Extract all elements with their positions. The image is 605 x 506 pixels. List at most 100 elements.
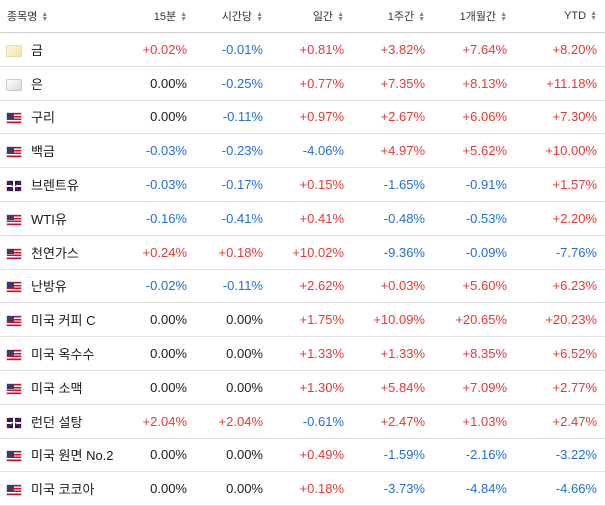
change-weekly-cell: -1.65%: [352, 167, 433, 202]
table-row[interactable]: WTI유 -0.16% -0.41% +0.41% -0.48% -0.53% +2.20%: [0, 201, 605, 236]
commodity-name[interactable]: 백금: [31, 144, 55, 160]
table-row[interactable]: 미국 옥수수 0.00% 0.00% +1.33% +1.33% +8.35% +6.52%: [0, 336, 605, 371]
column-header-label: 일간: [312, 11, 334, 23]
table-row[interactable]: 은 0.00% -0.25% +0.77% +7.35% +8.13% +11.18%: [0, 66, 605, 101]
change-monthly-cell: +8.13%: [433, 66, 515, 101]
commodity-name[interactable]: 브렌트유: [31, 178, 79, 194]
change-weekly-cell: +7.35%: [352, 66, 433, 101]
commodity-name-cell[interactable]: 미국 소맥: [0, 370, 127, 405]
commodity-name-cell[interactable]: 미국 코코아: [0, 471, 127, 506]
table-row[interactable]: 천연가스 +0.24% +0.18% +10.02% -9.36% -0.09% -7.76…: [0, 235, 605, 270]
change-ytd-cell: +11.18%: [515, 66, 605, 101]
change-ytd-cell: +10.00%: [515, 133, 605, 169]
change-daily-cell: -4.06%: [271, 133, 352, 169]
table-row[interactable]: 금 +0.02% -0.01% +0.81% +3.82% +7.64% +8.20%: [0, 32, 605, 67]
change-monthly-cell: +7.64%: [433, 32, 515, 67]
commodity-name-cell[interactable]: 런던 설탕: [0, 404, 127, 439]
commodity-name[interactable]: 천연가스: [31, 245, 79, 261]
change-15min-cell: 0.00%: [127, 438, 195, 473]
column-header-hourly[interactable]: 시간당 ▲ ▼: [195, 0, 271, 33]
sort-icon: ▲ ▼: [590, 10, 597, 23]
commodity-name-cell[interactable]: 미국 옥수수: [0, 336, 127, 371]
commodity-name[interactable]: 미국 커피 C: [31, 313, 96, 329]
change-weekly-cell: -3.73%: [352, 471, 433, 506]
commodity-name-cell[interactable]: 금: [0, 32, 127, 67]
column-header-label: 1개월간: [459, 11, 497, 23]
change-daily-cell: -0.61%: [271, 404, 352, 439]
change-weekly-cell: +2.47%: [352, 404, 433, 439]
sort-icon: ▲ ▼: [500, 11, 507, 24]
commodity-name[interactable]: 미국 소맥: [31, 380, 83, 396]
sort-icon: ▲ ▼: [41, 11, 49, 24]
column-header-label: YTD: [564, 10, 587, 22]
commodity-name-cell[interactable]: 난방유: [0, 269, 127, 304]
column-header-monthly[interactable]: 1개월간 ▲ ▼: [433, 0, 515, 33]
uk-flag-icon: [7, 181, 21, 192]
change-15min-cell: -0.16%: [127, 201, 195, 236]
change-monthly-cell: -4.84%: [433, 471, 515, 506]
change-15min-cell: 0.00%: [127, 471, 195, 506]
change-15min-cell: +0.02%: [127, 32, 195, 67]
table-row[interactable]: 미국 커피 C 0.00% 0.00% +1.75% +10.09% +20.65% +20…: [0, 302, 605, 338]
column-header-ytd[interactable]: YTD ▲ ▼: [515, 0, 605, 33]
commodity-name[interactable]: 구리: [31, 110, 55, 126]
change-ytd-cell: +7.30%: [515, 100, 605, 135]
change-hourly-cell: -0.25%: [195, 66, 271, 101]
change-hourly-cell: -0.01%: [195, 32, 271, 67]
table-row[interactable]: 미국 코코아 0.00% 0.00% +0.18% -3.73% -4.84% -4.66%: [0, 471, 605, 506]
change-daily-cell: +1.30%: [271, 370, 352, 405]
change-daily-cell: +0.81%: [271, 32, 352, 67]
change-15min-cell: 0.00%: [127, 302, 195, 338]
commodity-name-cell[interactable]: 구리: [0, 100, 127, 135]
commodity-name-cell[interactable]: 백금: [0, 133, 127, 169]
change-15min-cell: +0.24%: [127, 235, 195, 270]
change-hourly-cell: +2.04%: [195, 404, 271, 439]
column-header-name[interactable]: 종목명 ▲ ▼: [0, 0, 127, 33]
commodity-name-cell[interactable]: 브렌트유: [0, 167, 127, 202]
column-header-weekly[interactable]: 1주간 ▲ ▼: [352, 0, 433, 33]
change-ytd-cell: -4.66%: [515, 471, 605, 506]
column-header-daily[interactable]: 일간 ▲ ▼: [271, 0, 352, 33]
commodity-name[interactable]: 미국 원면 No.2: [31, 448, 114, 464]
us-flag-icon: [7, 113, 21, 124]
table-row[interactable]: 브렌트유 -0.03% -0.17% +0.15% -1.65% -0.91% +1.57%: [0, 167, 605, 202]
change-weekly-cell: +3.82%: [352, 32, 433, 67]
table-row[interactable]: 미국 소맥 0.00% 0.00% +1.30% +5.84% +7.09% +2.77%: [0, 370, 605, 405]
column-header-15min[interactable]: 15분 ▲ ▼: [127, 0, 195, 33]
change-15min-cell: 0.00%: [127, 370, 195, 405]
us-flag-icon: [7, 316, 21, 327]
commodity-name-cell[interactable]: 천연가스: [0, 235, 127, 270]
table-row[interactable]: 미국 원면 No.2 0.00% 0.00% +0.49% -1.59% -2.16% -3…: [0, 438, 605, 473]
change-daily-cell: +1.75%: [271, 302, 352, 338]
change-ytd-cell: +8.20%: [515, 32, 605, 67]
commodity-name[interactable]: 런던 설탕: [31, 414, 83, 430]
table-row[interactable]: 백금 -0.03% -0.23% -4.06% +4.97% +5.62% +10.00%: [0, 133, 605, 169]
table-row[interactable]: 난방유 -0.02% -0.11% +2.62% +0.03% +5.60% +6.23%: [0, 269, 605, 304]
commodity-name[interactable]: 미국 코코아: [31, 482, 95, 498]
commodity-name[interactable]: 난방유: [31, 279, 67, 295]
commodity-name[interactable]: 금: [31, 42, 43, 58]
change-15min-cell: +2.04%: [127, 404, 195, 439]
table-row[interactable]: 런던 설탕 +2.04% +2.04% -0.61% +2.47% +1.03% +2.47…: [0, 404, 605, 439]
us-flag-icon: [7, 350, 21, 361]
change-hourly-cell: -0.11%: [195, 269, 271, 304]
change-daily-cell: +0.15%: [271, 167, 352, 202]
commodity-name-cell[interactable]: WTI유: [0, 201, 127, 236]
commodity-name-cell[interactable]: 미국 커피 C: [0, 302, 127, 338]
commodity-name[interactable]: WTI유: [31, 211, 67, 227]
change-weekly-cell: +0.03%: [352, 269, 433, 304]
table-row[interactable]: 구리 0.00% -0.11% +0.97% +2.67% +6.06% +7.30%: [0, 100, 605, 135]
change-hourly-cell: 0.00%: [195, 471, 271, 506]
column-header-label: 1주간: [387, 11, 415, 23]
change-monthly-cell: +20.65%: [433, 302, 515, 338]
change-monthly-cell: +5.60%: [433, 269, 515, 304]
commodity-name[interactable]: 은: [31, 76, 43, 92]
commodity-name-cell[interactable]: 미국 원면 No.2: [0, 438, 127, 473]
change-daily-cell: +0.77%: [271, 66, 352, 101]
commodity-name-cell[interactable]: 은: [0, 66, 127, 101]
change-daily-cell: +1.33%: [271, 336, 352, 371]
change-weekly-cell: -0.48%: [352, 201, 433, 236]
commodity-name[interactable]: 미국 옥수수: [31, 347, 95, 363]
change-ytd-cell: +2.20%: [515, 201, 605, 236]
